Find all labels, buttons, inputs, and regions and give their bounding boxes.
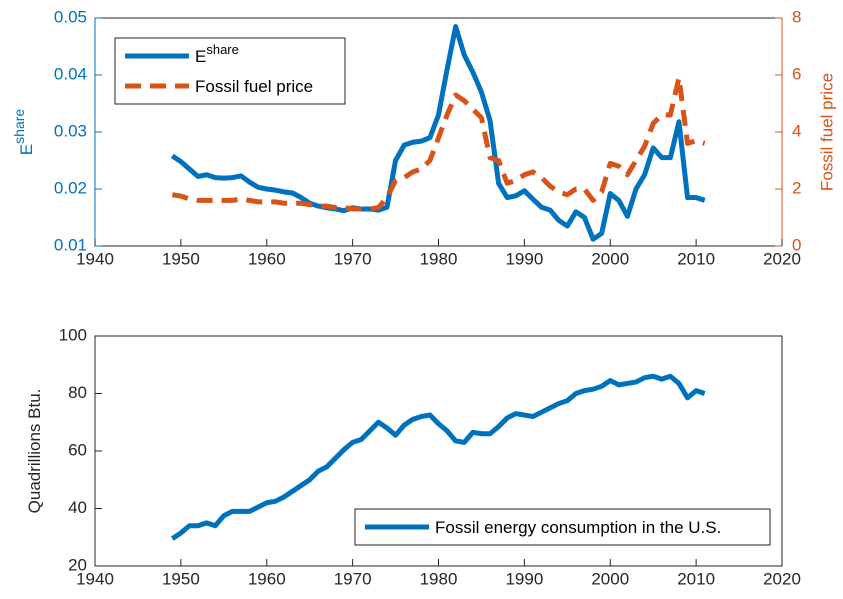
x-tick-label: 1990 <box>505 569 543 588</box>
x-tick-label: 1960 <box>248 249 286 268</box>
y-tick-label: 0.03 <box>54 121 87 140</box>
y-axis-label-text: E <box>17 144 36 155</box>
series-line <box>170 373 706 541</box>
y2-tick-label: 6 <box>792 64 801 83</box>
x-tick-label: 1940 <box>76 569 114 588</box>
legend-label-text: Fossil fuel price <box>195 77 313 96</box>
x-tick-label: 2000 <box>591 569 629 588</box>
y-tick-label: 0.05 <box>54 7 87 26</box>
y-axis-label-sup: share <box>11 109 27 144</box>
y-tick-label: 20 <box>68 555 87 574</box>
x-tick-label: 1960 <box>248 569 286 588</box>
x-tick-label: 1950 <box>162 569 200 588</box>
x-tick-label: 2010 <box>677 249 715 268</box>
y2-axis-label: Fossil fuel price <box>817 73 836 191</box>
y2-tick-label: 8 <box>792 7 801 26</box>
x-tick-label: 1990 <box>505 249 543 268</box>
x-tick-label: 1970 <box>334 249 372 268</box>
y-tick-label: 0.01 <box>54 235 87 254</box>
y2-tick-label: 4 <box>792 121 801 140</box>
y-tick-label: 60 <box>68 440 87 459</box>
y-axis-label: Eshare <box>11 109 37 156</box>
y-axis-label-text: Quadrillions Btu. <box>25 389 44 514</box>
x-tick-label: 2010 <box>677 569 715 588</box>
x-tick-label: 2020 <box>763 569 801 588</box>
x-tick-label: 1940 <box>76 249 114 268</box>
y-tick-label: 0.02 <box>54 178 87 197</box>
y-tick-label: 0.04 <box>54 64 87 83</box>
x-tick-label: 1980 <box>420 569 458 588</box>
legend-label-text: Fossil energy consumption in the U.S. <box>435 518 721 537</box>
legend-label: Fossil fuel price <box>195 77 313 96</box>
legend-label-text: E <box>195 47 206 66</box>
x-tick-label: 2000 <box>591 249 629 268</box>
legend-label: Fossil energy consumption in the U.S. <box>435 518 721 537</box>
series-line <box>171 75 706 212</box>
y2-tick-label: 0 <box>792 235 801 254</box>
legend-box <box>114 37 346 105</box>
x-tick-label: 2020 <box>763 249 801 268</box>
y-axis-label: Quadrillions Btu. <box>25 389 44 514</box>
x-tick-label: 1970 <box>334 569 372 588</box>
y-tick-label: 40 <box>68 498 87 517</box>
y-tick-label: 80 <box>68 383 87 402</box>
legend-label-sup: share <box>206 42 239 57</box>
y2-tick-label: 2 <box>792 178 801 197</box>
y-tick-label: 100 <box>59 325 87 344</box>
x-tick-label: 1980 <box>420 249 458 268</box>
legend-label: Eshare <box>195 42 239 66</box>
series-line <box>170 24 706 242</box>
x-tick-label: 1950 <box>162 249 200 268</box>
